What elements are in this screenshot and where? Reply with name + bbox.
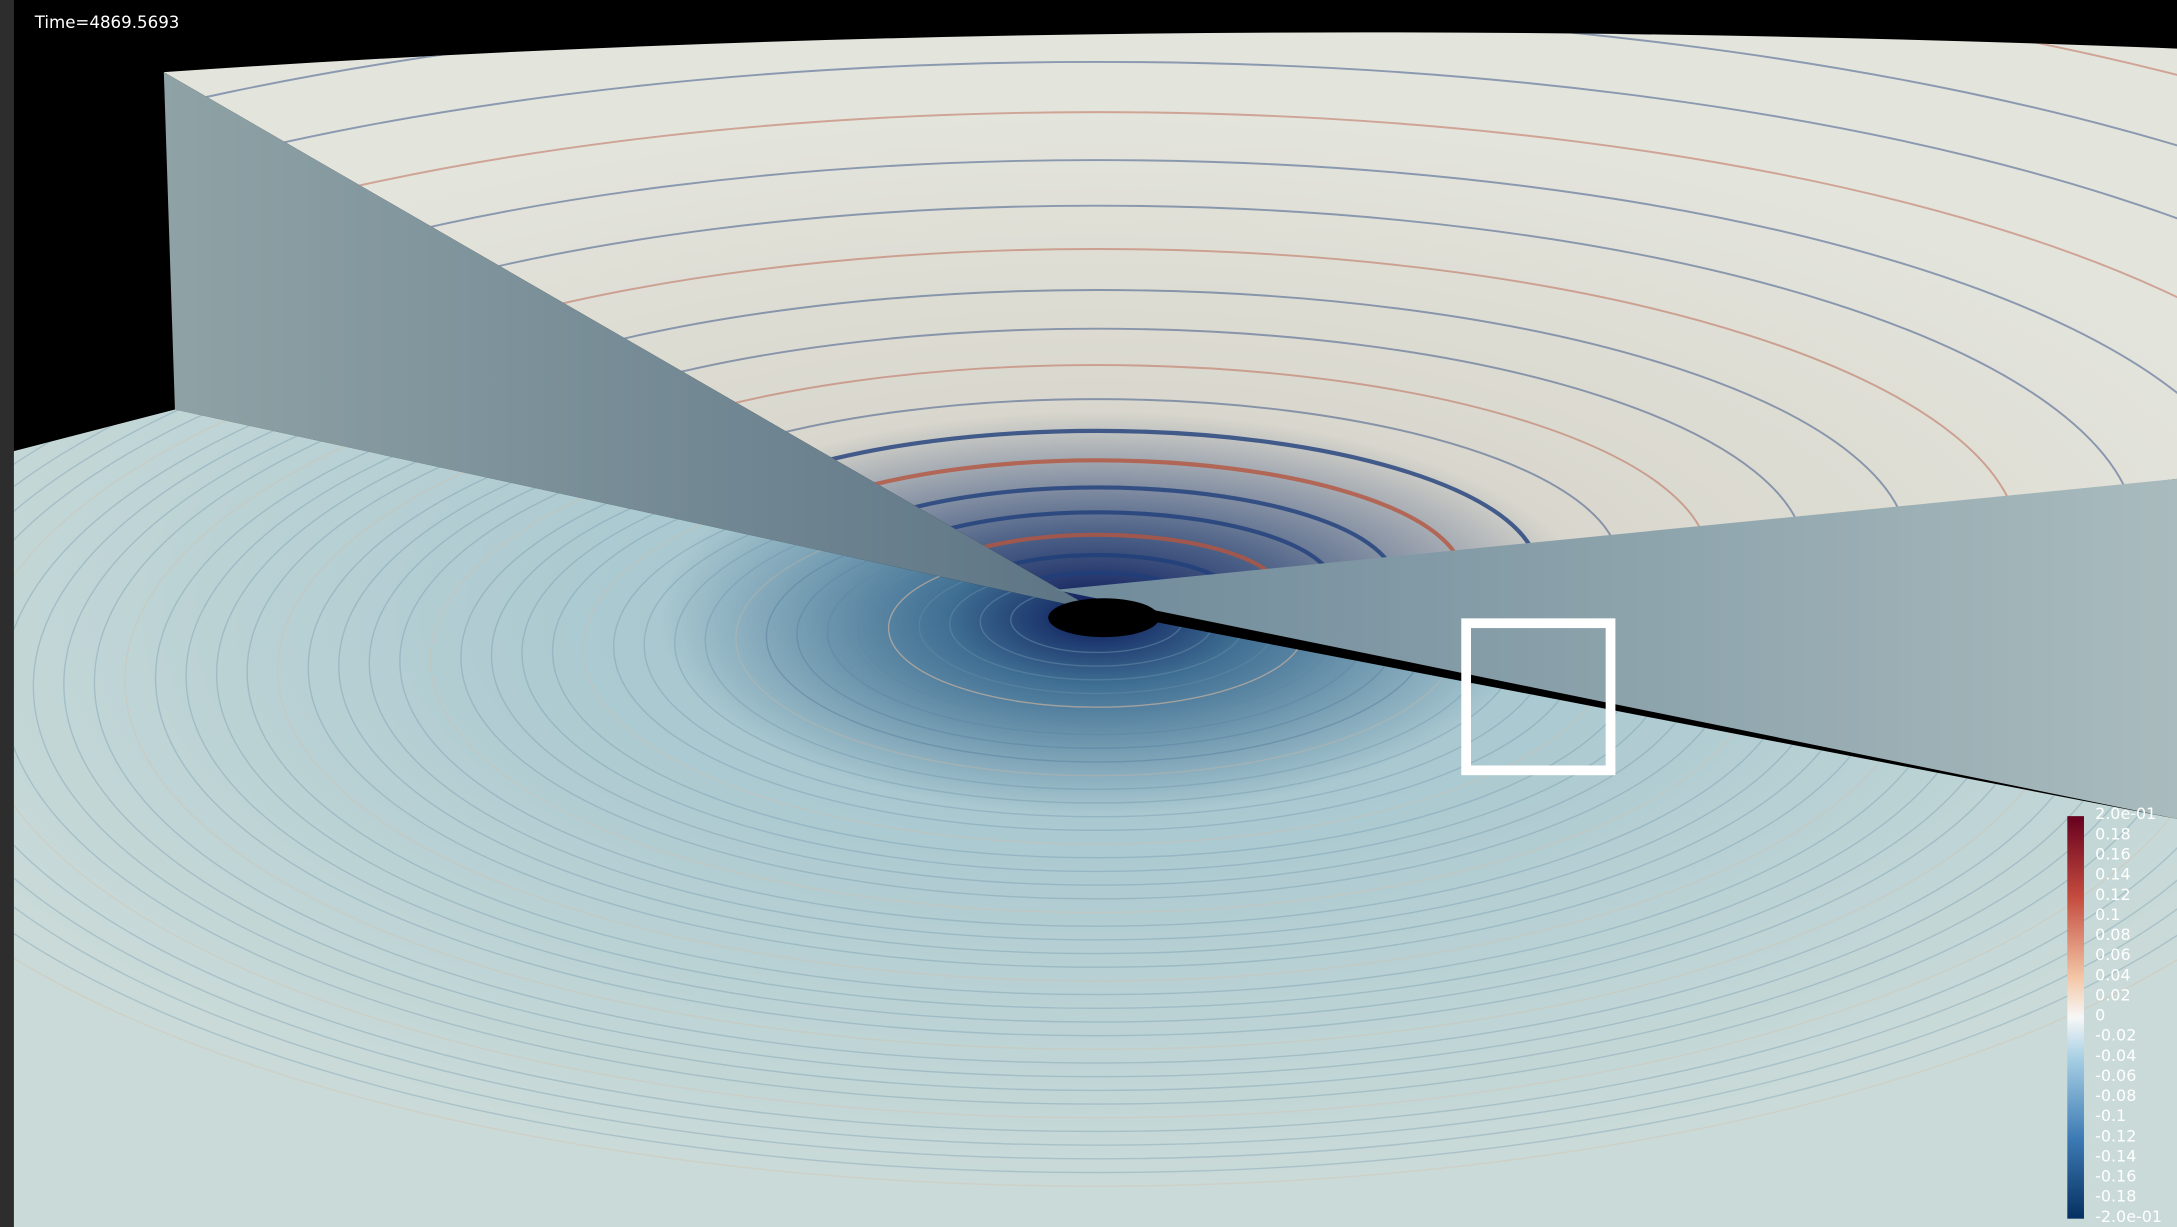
colorbar-label: 0.16 <box>2095 845 2131 864</box>
lower-surface <box>13 409 2177 1227</box>
lower-ring <box>13 409 2177 1146</box>
colorbar-label: 0.04 <box>2095 965 2131 984</box>
colorbar-labels: 2.0e-010.18 0.160.140.120.10.080.060.040.… <box>2095 804 2162 1226</box>
frame-edge <box>0 0 14 1227</box>
colorbar-label: 0.14 <box>2095 865 2131 884</box>
lower-ring <box>13 409 2177 1174</box>
lower-ring <box>13 409 2177 1187</box>
right-cut-face <box>1055 478 2177 819</box>
upper-ring <box>163 159 2177 611</box>
time-label: Time=4869.5693 <box>34 13 180 32</box>
colorbar-label: -0.04 <box>2095 1046 2136 1065</box>
upper-surface <box>163 32 2177 611</box>
highlight-box <box>1461 618 1616 776</box>
colorbar-label: -0.14 <box>2095 1146 2136 1165</box>
colorbar-label: 2.0e-01 <box>2095 804 2156 823</box>
colorbar-label: 0.02 <box>2095 985 2131 1004</box>
colorbar-label: -0.16 <box>2095 1167 2136 1186</box>
colorbar-label: -0.18 <box>2095 1187 2136 1206</box>
lower-ring <box>13 409 2177 1133</box>
colorbar-label: -0.1 <box>2095 1106 2126 1125</box>
colorbar-label: 0.08 <box>2095 925 2131 944</box>
colorbar-label: 0.06 <box>2095 945 2131 964</box>
colorbar-label: 0.12 <box>2095 885 2131 904</box>
lower-ring <box>13 409 2177 1105</box>
colorbar-label: -0.06 <box>2095 1066 2136 1085</box>
lower-ring <box>13 409 2177 1160</box>
lower-ring <box>13 409 2177 1119</box>
upper-ring <box>163 111 2177 611</box>
left-cut-face <box>163 72 1097 611</box>
colorbar-label: 0.1 <box>2095 905 2120 924</box>
colorbar-label: -0.12 <box>2095 1126 2136 1145</box>
colorbar-label: 0 <box>2095 1006 2105 1025</box>
colorbar-label: 0.18 <box>2095 824 2131 843</box>
colorbar-label: -0.02 <box>2095 1026 2136 1045</box>
vortex-core <box>1048 598 1160 638</box>
colorbar-label: -0.08 <box>2095 1086 2136 1105</box>
colorbar <box>2067 816 2084 1219</box>
upper-ring <box>163 60 2177 611</box>
colorbar-label: -2.0e-01 <box>2095 1207 2162 1226</box>
